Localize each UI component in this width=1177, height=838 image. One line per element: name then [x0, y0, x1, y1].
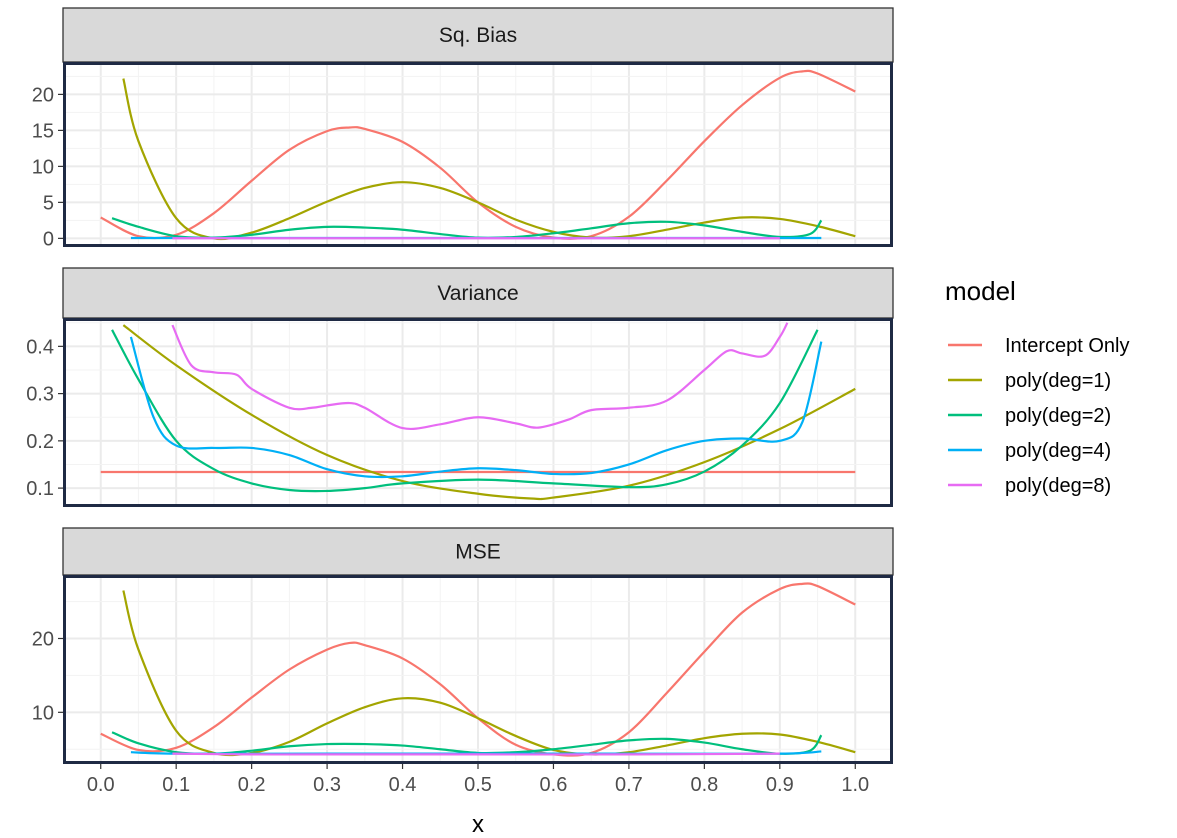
facet-strip-label: MSE	[455, 541, 501, 564]
panel-variance: Variance 0.1 0.2 0.3 0.4	[26, 267, 894, 507]
y-tick-label: 0.3	[26, 384, 54, 406]
facet-strip	[62, 267, 894, 319]
y-tick-label: 20	[32, 84, 54, 106]
x-axis: 0.0 0.1 0.2 0.3 0.4 0.5 0.6 0.7 0.8 0.9 1.0	[87, 764, 869, 796]
x-tick-label: 0.2	[238, 774, 266, 796]
x-tick-label: 0.8	[690, 774, 718, 796]
panel-border	[63, 318, 893, 507]
y-tick-label: 15	[32, 120, 54, 142]
series-line-poly-deg-8	[172, 752, 780, 756]
y-tick-label: 10	[32, 702, 54, 724]
series-group	[100, 582, 856, 757]
legend-label: poly(deg=8)	[1005, 475, 1111, 497]
legend-item-poly-deg-1: poly(deg=1)	[948, 370, 1111, 392]
panel-mse: MSE 10 20	[32, 527, 894, 764]
legend-item-intercept-only: Intercept Only	[948, 335, 1130, 357]
panel-border	[63, 575, 893, 764]
legend-label: poly(deg=2)	[1005, 405, 1111, 427]
facet-strip	[62, 7, 894, 63]
x-tick-label: 0.1	[162, 774, 190, 796]
facet-panels: Sq. Bias 0 5 10 15 20 Variance 0.1 0.2 0.3 0.4 MSE 1…	[26, 7, 894, 764]
x-tick-label: 0.0	[87, 774, 115, 796]
y-tick-label: 20	[32, 628, 54, 650]
x-tick-label: 0.4	[389, 774, 417, 796]
y-tick-label: 0.2	[26, 431, 54, 453]
legend-item-poly-deg-4: poly(deg=4)	[948, 440, 1111, 462]
legend-items: Intercept Only poly(deg=1) poly(deg=2) poly…	[948, 335, 1130, 497]
x-axis-title: x	[472, 811, 484, 838]
legend-item-poly-deg-8: poly(deg=8)	[948, 475, 1111, 497]
x-tick-label: 0.3	[313, 774, 341, 796]
legend: model Intercept Only poly(deg=1) poly(deg=…	[945, 276, 1130, 497]
series-line-poly-deg-4	[129, 336, 823, 479]
series-group	[100, 322, 856, 501]
y-tick-label: 5	[43, 192, 54, 214]
legend-title: model	[945, 276, 1016, 306]
series-line-poly-deg-1	[122, 324, 856, 501]
x-tick-label: 0.5	[464, 774, 492, 796]
series-line-poly-deg-2	[111, 329, 819, 493]
panel-border	[63, 62, 893, 247]
x-tick-label: 0.9	[766, 774, 794, 796]
x-tick-label: 0.6	[540, 774, 568, 796]
x-tick-label: 0.7	[615, 774, 643, 796]
y-tick-label: 0.4	[26, 336, 54, 358]
legend-label: poly(deg=1)	[1005, 370, 1111, 392]
series-group	[100, 69, 856, 241]
facet-strip-label: Sq. Bias	[439, 24, 517, 47]
y-tick-label: 0.1	[26, 478, 54, 500]
facet-strip	[62, 527, 894, 576]
y-tick-label: 10	[32, 156, 54, 178]
series-line-poly-deg-8	[171, 322, 789, 431]
y-tick-label: 0	[43, 228, 54, 250]
facet-strip-label: Variance	[437, 282, 518, 305]
x-tick-label: 1.0	[841, 774, 869, 796]
legend-label: poly(deg=4)	[1005, 440, 1111, 462]
legend-label: Intercept Only	[1005, 335, 1130, 357]
legend-item-poly-deg-2: poly(deg=2)	[948, 405, 1111, 427]
panel-sq-bias: Sq. Bias 0 5 10 15 20	[32, 7, 894, 250]
